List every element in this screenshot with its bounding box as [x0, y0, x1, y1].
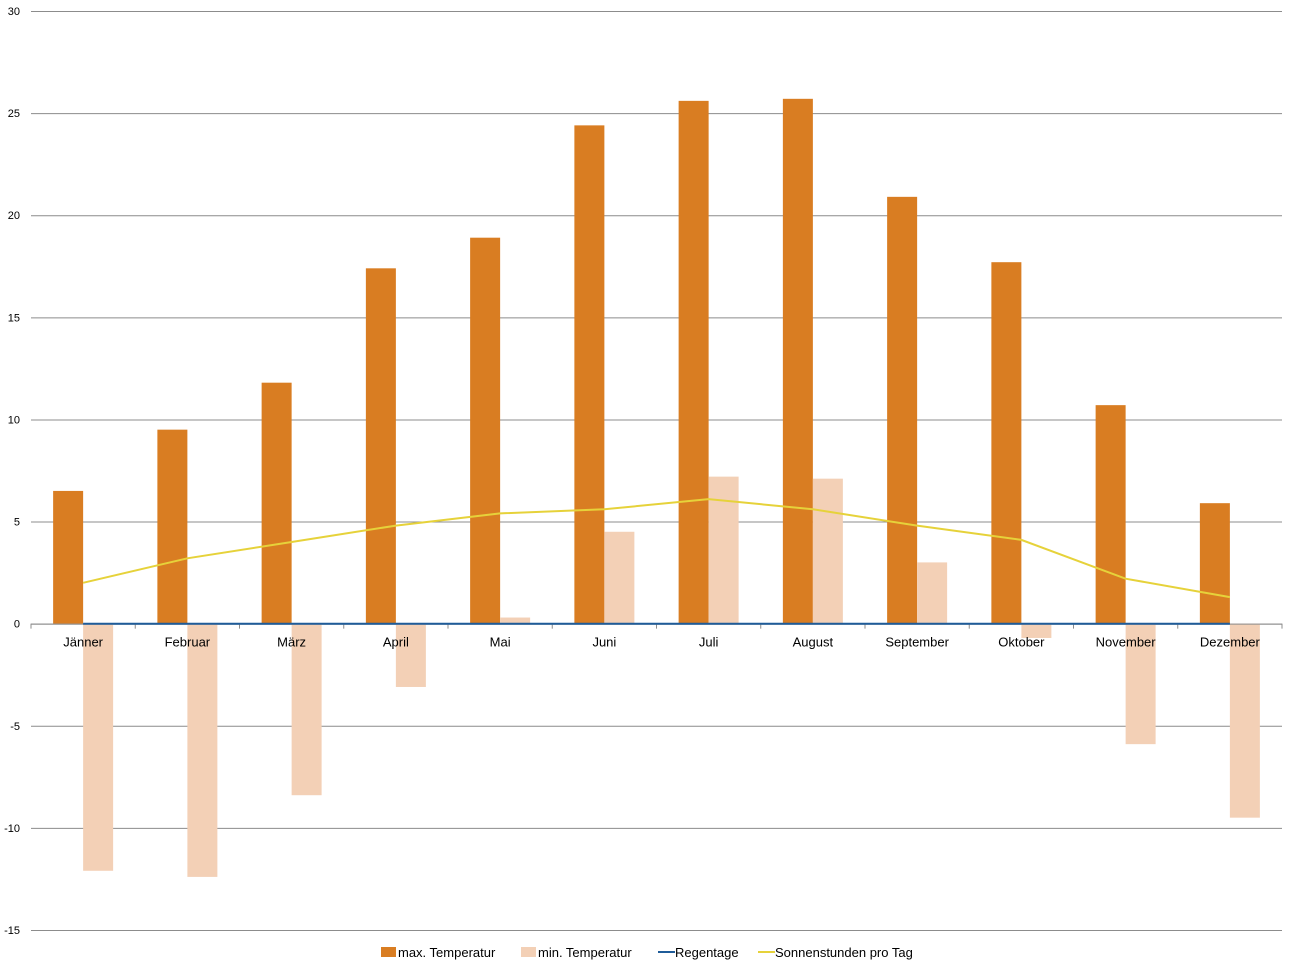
max-temp-bar: [678, 100, 709, 624]
y-tick-label: 5: [14, 517, 20, 529]
category-label: Februar: [165, 635, 211, 650]
max-temp-bar: [365, 268, 396, 624]
min-temp-bar: [83, 623, 114, 871]
max-temp-bar: [991, 262, 1022, 624]
category-label: August: [793, 635, 834, 650]
category-label: November: [1096, 635, 1157, 650]
max-temp-bar: [1095, 405, 1126, 624]
legend-swatch: [381, 947, 396, 957]
max-temp-bar: [887, 196, 918, 624]
min-temp-bar: [812, 478, 843, 624]
min-temp-bar: [500, 617, 531, 624]
category-label: März: [277, 635, 306, 650]
y-tick-label: -10: [4, 823, 20, 835]
y-axis-tick-labels: 30 25 20 15 10 5 0 -5 -10 -15: [4, 6, 20, 937]
category-label: Dezember: [1200, 635, 1261, 650]
category-label: September: [885, 635, 949, 650]
min-temp-bar: [395, 623, 426, 687]
max-temp-bar: [470, 237, 501, 624]
legend-swatch: [521, 947, 536, 957]
legend-label: min. Temperatur: [538, 945, 632, 960]
min-temp-bar: [604, 531, 635, 624]
min-temp-bar: [917, 562, 948, 624]
category-label: Juni: [592, 635, 616, 650]
line-series: [82, 498, 1231, 625]
category-label: Jänner: [63, 635, 103, 650]
y-tick-label: -15: [4, 925, 20, 937]
y-tick-label: 30: [8, 6, 20, 18]
sonnenstunden-line: [82, 498, 1231, 599]
category-label: Oktober: [998, 635, 1045, 650]
legend-label: Sonnenstunden pro Tag: [775, 945, 913, 960]
bar-series: [53, 98, 1260, 877]
min-temp-bar: [1125, 623, 1156, 745]
grid-lines: [31, 11, 1282, 931]
min-temp-bar: [1229, 623, 1260, 818]
legend-label: max. Temperatur: [398, 945, 496, 960]
x-axis-category-labels: Jänner Februar März April Mai Juni Juli August S…: [63, 635, 1260, 650]
y-tick-label: -5: [10, 721, 20, 733]
category-label: Juli: [699, 635, 719, 650]
category-label: April: [383, 635, 409, 650]
y-tick-label: 10: [8, 414, 20, 426]
min-temp-bar: [187, 623, 218, 877]
category-label: Mai: [490, 635, 511, 650]
max-temp-bar: [782, 98, 813, 624]
max-temp-bar: [53, 490, 84, 624]
max-temp-bar: [261, 382, 292, 624]
min-temp-bar: [1021, 623, 1052, 638]
y-tick-label: 0: [14, 619, 20, 631]
max-temp-bar: [574, 125, 605, 624]
max-temp-bar: [157, 429, 188, 624]
y-tick-label: 15: [8, 312, 20, 324]
y-tick-label: 25: [8, 108, 20, 120]
legend-label: Regentage: [675, 945, 739, 960]
y-tick-label: 20: [8, 210, 20, 222]
legend: max. Temperatur min. Temperatur Regentage S…: [381, 945, 913, 960]
min-temp-bar: [291, 623, 322, 796]
max-temp-bar: [1199, 503, 1230, 624]
